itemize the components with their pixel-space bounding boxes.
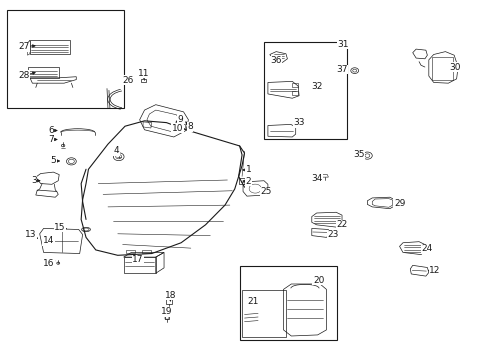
- Text: 34: 34: [310, 174, 322, 183]
- Text: 26: 26: [122, 76, 134, 85]
- Text: 6: 6: [48, 126, 54, 135]
- Text: 14: 14: [43, 237, 54, 246]
- Bar: [126, 249, 135, 253]
- Text: 24: 24: [421, 244, 432, 253]
- Text: 35: 35: [353, 150, 364, 159]
- Text: 36: 36: [270, 57, 282, 66]
- Text: 13: 13: [25, 230, 37, 239]
- Bar: [264, 42, 346, 139]
- Bar: [142, 249, 151, 253]
- Bar: [291, 83, 297, 87]
- Bar: [239, 266, 336, 339]
- Text: 29: 29: [393, 199, 405, 208]
- Text: 8: 8: [186, 122, 192, 131]
- Bar: [176, 124, 184, 128]
- Text: 5: 5: [50, 157, 56, 166]
- Bar: [165, 297, 171, 304]
- Text: 10: 10: [172, 123, 183, 132]
- Text: 9: 9: [177, 115, 183, 124]
- Bar: [242, 291, 285, 337]
- Text: 17: 17: [132, 255, 143, 264]
- Text: 3: 3: [31, 176, 37, 185]
- Bar: [27, 67, 59, 78]
- Text: 19: 19: [161, 307, 172, 316]
- Text: 37: 37: [336, 65, 347, 74]
- Bar: [164, 314, 169, 319]
- Text: 16: 16: [42, 259, 54, 268]
- Text: 4: 4: [114, 146, 119, 155]
- Text: 12: 12: [428, 266, 440, 275]
- Text: 31: 31: [337, 40, 348, 49]
- Text: 11: 11: [138, 69, 149, 78]
- Bar: [238, 178, 249, 184]
- Bar: [431, 57, 452, 80]
- Text: 22: 22: [336, 220, 347, 229]
- Bar: [141, 79, 146, 82]
- Text: 23: 23: [327, 230, 338, 239]
- Text: 30: 30: [448, 63, 460, 72]
- Text: 7: 7: [48, 135, 54, 144]
- Text: 21: 21: [247, 297, 259, 306]
- Text: 2: 2: [245, 176, 251, 185]
- Bar: [291, 91, 297, 95]
- Text: 1: 1: [245, 166, 251, 175]
- Text: 27: 27: [19, 42, 30, 51]
- Text: 32: 32: [310, 82, 322, 91]
- Text: 18: 18: [164, 291, 176, 300]
- Text: 28: 28: [19, 71, 30, 80]
- Text: 20: 20: [312, 276, 324, 285]
- Text: 15: 15: [54, 223, 66, 232]
- Text: 33: 33: [293, 118, 304, 127]
- Text: 25: 25: [260, 187, 272, 196]
- Bar: [30, 40, 70, 54]
- Bar: [6, 10, 123, 108]
